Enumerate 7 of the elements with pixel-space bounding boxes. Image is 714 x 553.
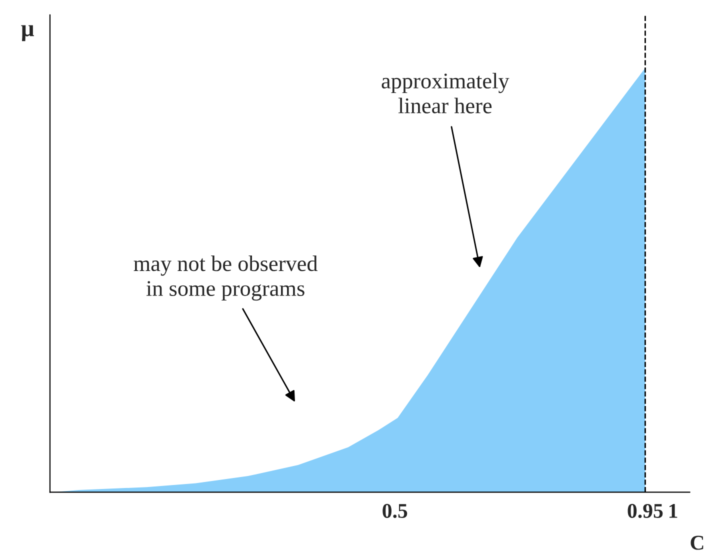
annotation: approximately linear here xyxy=(382,72,510,114)
x-axis-title: C xyxy=(690,536,704,550)
x-tick-label: 0.95 xyxy=(628,504,663,518)
x-tick-label: 0.5 xyxy=(382,504,408,518)
y-axis-title: μ xyxy=(21,25,34,42)
x-tick-label: 1 xyxy=(669,504,678,518)
annotation: may not be observed in some programs xyxy=(134,256,318,301)
